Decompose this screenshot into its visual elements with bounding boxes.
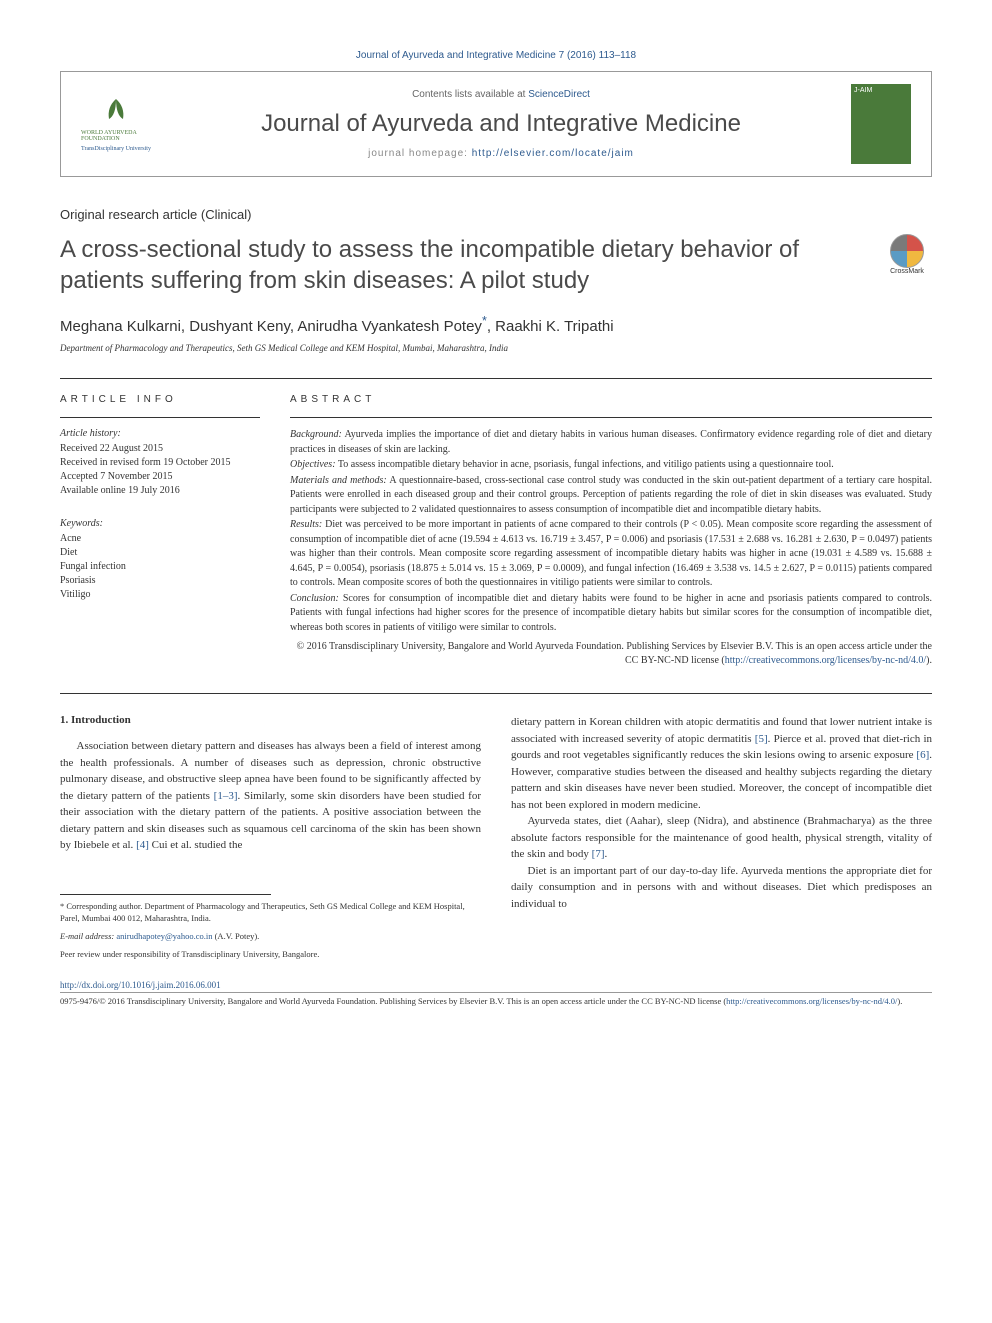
abstract-results: Results: Diet was perceived to be more i… [290, 518, 932, 591]
doi-link[interactable]: http://dx.doi.org/10.1016/j.jaim.2016.06… [60, 980, 221, 990]
article-info-label: ARTICLE INFO [60, 394, 260, 405]
email-footnote: E-mail address: anirudhapotey@yahoo.co.i… [60, 931, 481, 943]
citation-link[interactable]: [1–3] [214, 790, 238, 802]
affiliation: Department of Pharmacology and Therapeut… [60, 343, 932, 353]
article-title: A cross-sectional study to assess the in… [60, 234, 862, 296]
citation-link[interactable]: [7] [592, 848, 605, 860]
body-paragraph: Diet is an important part of our day-to-… [511, 863, 932, 913]
homepage-link[interactable]: http://elsevier.com/locate/jaim [472, 148, 634, 159]
body-paragraph: Ayurveda states, diet (Aahar), sleep (Ni… [511, 813, 932, 863]
logo-text-1: WORLD AYURVEDA FOUNDATION [81, 130, 151, 142]
keyword: Fungal infection [60, 560, 260, 574]
keyword: Psoriasis [60, 574, 260, 588]
citation-link[interactable]: [6] [916, 749, 929, 761]
footer-cc-link[interactable]: http://creativecommons.org/licenses/by-n… [726, 996, 897, 1006]
citation-header: Journal of Ayurveda and Integrative Medi… [60, 50, 932, 61]
abstract-label: ABSTRACT [290, 394, 932, 405]
footer-copyright: 0975-9476/© 2016 Transdisciplinary Unive… [60, 992, 932, 1007]
body-column-right: dietary pattern in Korean children with … [511, 714, 932, 960]
history-received: Received 22 August 2015 [60, 442, 260, 456]
leaf-icon [101, 97, 131, 127]
journal-title: Journal of Ayurveda and Integrative Medi… [166, 110, 836, 138]
email-link[interactable]: anirudhapotey@yahoo.co.in [116, 931, 212, 941]
introduction-heading: 1. Introduction [60, 714, 481, 726]
history-accepted: Accepted 7 November 2015 [60, 470, 260, 484]
corresponding-footnote: * Corresponding author. Department of Ph… [60, 901, 481, 925]
body-column-left: 1. Introduction Association between diet… [60, 714, 481, 960]
abstract-column: ABSTRACT Background: Ayurveda implies th… [290, 394, 932, 668]
abstract-conclusion: Conclusion: Scores for consumption of in… [290, 592, 932, 636]
history-revised: Received in revised form 19 October 2015 [60, 456, 260, 470]
crossmark-icon [890, 234, 924, 268]
abstract-objectives: Objectives: To assess incompatible dieta… [290, 458, 932, 473]
body-paragraph: dietary pattern in Korean children with … [511, 714, 932, 813]
keywords-label: Keywords: [60, 518, 260, 529]
keyword: Acne [60, 532, 260, 546]
history-label: Article history: [60, 428, 260, 439]
abstract-background: Background: Ayurveda implies the importa… [290, 428, 932, 457]
logo-text-2: TransDisciplinary University [81, 146, 151, 152]
peer-review-footnote: Peer review under responsibility of Tran… [60, 949, 481, 961]
sciencedirect-link[interactable]: ScienceDirect [528, 89, 590, 100]
homepage-line: journal homepage: http://elsevier.com/lo… [166, 148, 836, 159]
journal-masthead: WORLD AYURVEDA FOUNDATION TransDisciplin… [60, 71, 932, 177]
doi-line: http://dx.doi.org/10.1016/j.jaim.2016.06… [60, 980, 932, 990]
crossmark-badge[interactable]: CrossMark [882, 234, 932, 284]
article-info-column: ARTICLE INFO Article history: Received 2… [60, 394, 260, 668]
abstract-copyright: © 2016 Transdisciplinary University, Ban… [290, 640, 932, 668]
contents-available: Contents lists available at ScienceDirec… [166, 89, 836, 100]
history-online: Available online 19 July 2016 [60, 484, 260, 498]
body-columns: 1. Introduction Association between diet… [60, 714, 932, 960]
citation-link[interactable]: [5] [755, 733, 768, 745]
citation-link[interactable]: [4] [136, 839, 149, 851]
article-type: Original research article (Clinical) [60, 207, 932, 222]
abstract-methods: Materials and methods: A questionnaire-b… [290, 474, 932, 518]
keyword: Vitiligo [60, 588, 260, 602]
keyword: Diet [60, 546, 260, 560]
body-paragraph: Association between dietary pattern and … [60, 738, 481, 854]
journal-cover-thumbnail: J-AIM [851, 84, 911, 164]
publisher-logo: WORLD AYURVEDA FOUNDATION TransDisciplin… [81, 84, 151, 164]
cc-license-link[interactable]: http://creativecommons.org/licenses/by-n… [725, 655, 926, 666]
authors-list: Meghana Kulkarni, Dushyant Keny, Anirudh… [60, 314, 932, 335]
